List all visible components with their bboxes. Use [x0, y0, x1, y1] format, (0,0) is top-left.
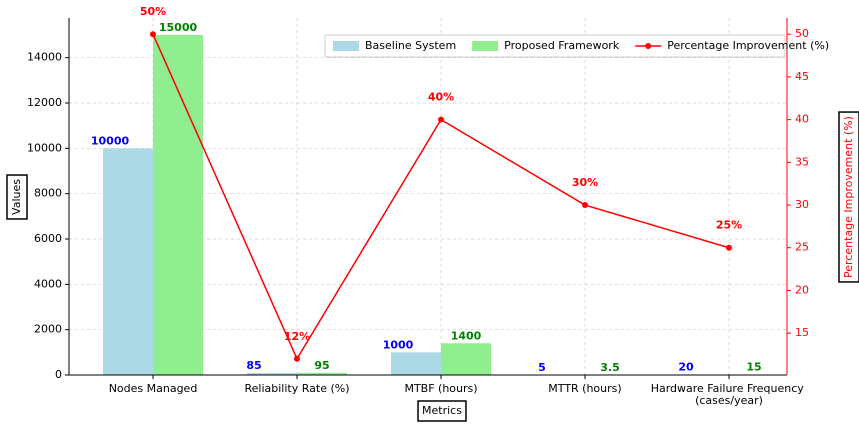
bar — [103, 148, 153, 375]
line-point — [150, 31, 156, 37]
line-point — [438, 117, 444, 123]
y-tick-label: 2000 — [34, 323, 62, 336]
y2-tick-label: 45 — [795, 70, 809, 83]
bar-label: 85 — [246, 359, 261, 372]
bar-label: 1000 — [383, 338, 414, 351]
bar — [441, 343, 491, 375]
y2-tick-label: 30 — [795, 198, 809, 211]
y-axis-label: Values — [10, 179, 23, 215]
legend-swatch — [472, 41, 498, 51]
bar — [391, 352, 441, 375]
x-tick-label: Reliability Rate (%) — [245, 382, 350, 395]
y2-axis-label: Percentage Improvement (%) — [842, 116, 855, 278]
y-tick-label: 4000 — [34, 277, 62, 290]
y-axis-label-group: Values — [7, 175, 27, 219]
bar-label: 5 — [538, 361, 546, 374]
bar-label: 15 — [746, 361, 761, 374]
line-label: 25% — [716, 219, 742, 232]
bar-label: 10000 — [91, 134, 130, 147]
line-label: 30% — [572, 176, 598, 189]
x-tick-label: Nodes Managed — [109, 382, 198, 395]
x-tick-label: MTTR (hours) — [548, 382, 621, 395]
y-tick-label: 12000 — [27, 96, 62, 109]
x-axis-label: Metrics — [422, 404, 462, 417]
y2-tick-label: 25 — [795, 241, 809, 254]
line-label: 12% — [284, 330, 310, 343]
y2-tick-label: 35 — [795, 155, 809, 168]
bar-label: 15000 — [159, 21, 198, 34]
x-tick-label-line: (cases/year) — [695, 394, 763, 407]
line-label: 50% — [140, 5, 166, 18]
y-tick-label: 6000 — [34, 232, 62, 245]
line-point — [582, 202, 588, 208]
y-tick-label: 10000 — [27, 141, 62, 154]
legend: Baseline System Proposed Framework Percent… — [325, 35, 829, 57]
legend-label: Proposed Framework — [504, 39, 620, 52]
y2-tick-label: 15 — [795, 326, 809, 339]
bar-label: 1400 — [451, 329, 482, 342]
y-tick-label: 8000 — [34, 187, 62, 200]
legend-swatch — [333, 41, 359, 51]
y2-tick-label: 40 — [795, 113, 809, 126]
legend-label: Baseline System — [365, 39, 456, 52]
y2-tick-label: 20 — [795, 283, 809, 296]
legend-swatch-dot — [645, 43, 651, 49]
x-tick-label: MTBF (hours) — [404, 382, 477, 395]
legend-label: Percentage Improvement (%) — [667, 39, 829, 52]
y-tick-label: 0 — [55, 368, 62, 381]
bar-label: 20 — [678, 361, 694, 374]
y2-axis-label-group: Percentage Improvement (%) — [839, 112, 859, 282]
line-point — [726, 245, 732, 251]
bar — [153, 35, 203, 375]
line-label: 40% — [428, 91, 454, 104]
y-tick-label: 14000 — [27, 51, 62, 64]
bar-label: 95 — [314, 359, 329, 372]
bar-label: 3.5 — [600, 361, 620, 374]
x-axis-label-group: Metrics — [418, 401, 466, 421]
line-point — [294, 356, 300, 362]
